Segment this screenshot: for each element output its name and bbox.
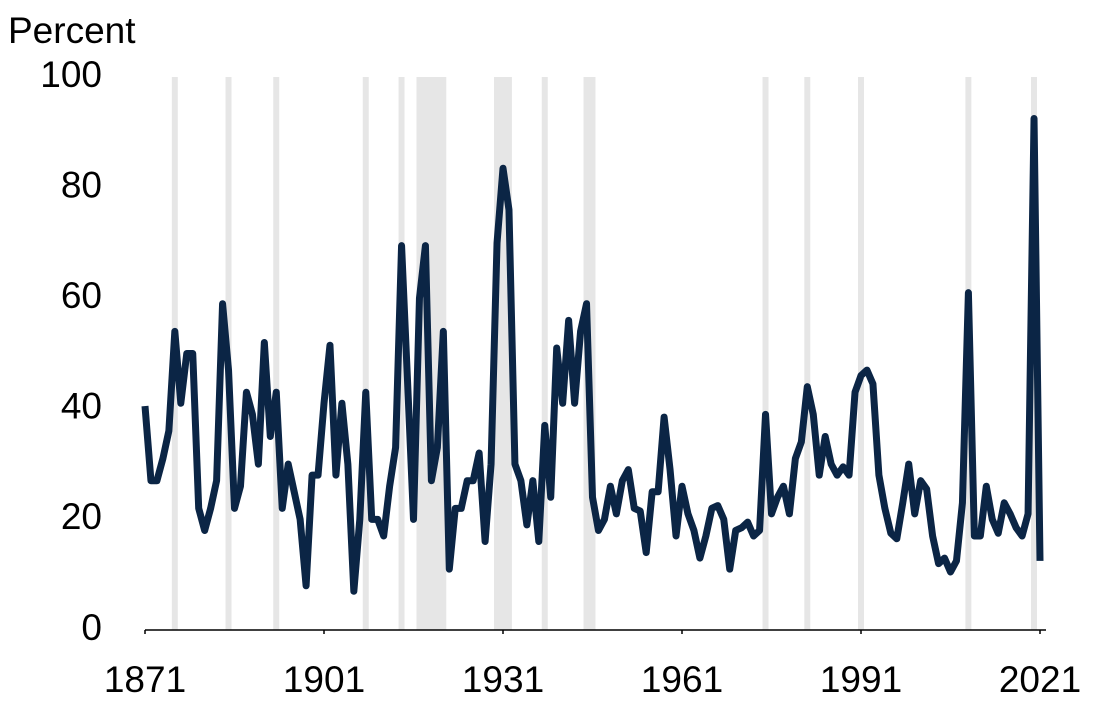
y-tick-label: 40: [61, 386, 102, 427]
shaded-period: [804, 77, 811, 630]
shaded-period: [273, 77, 280, 630]
y-tick-label: 100: [40, 54, 102, 95]
x-tick-label: 2021: [999, 659, 1081, 700]
x-tick-label: 1991: [820, 659, 902, 700]
y-tick-label: 20: [61, 496, 102, 537]
y-tick-label: 60: [61, 275, 102, 316]
shaded-period: [858, 77, 864, 630]
x-tick-label: 1871: [104, 659, 186, 700]
y-axis-label: Percent: [8, 10, 136, 51]
x-tick-label: 1901: [283, 659, 365, 700]
y-tick-label: 80: [61, 164, 102, 205]
shaded-period: [541, 77, 548, 630]
x-tick-label: 1961: [641, 659, 723, 700]
x-tick-label: 1931: [462, 659, 544, 700]
shaded-period: [762, 77, 769, 630]
line-series: [141, 114, 1044, 595]
shaded-period: [362, 77, 369, 630]
y-tick-label: 0: [81, 607, 102, 648]
